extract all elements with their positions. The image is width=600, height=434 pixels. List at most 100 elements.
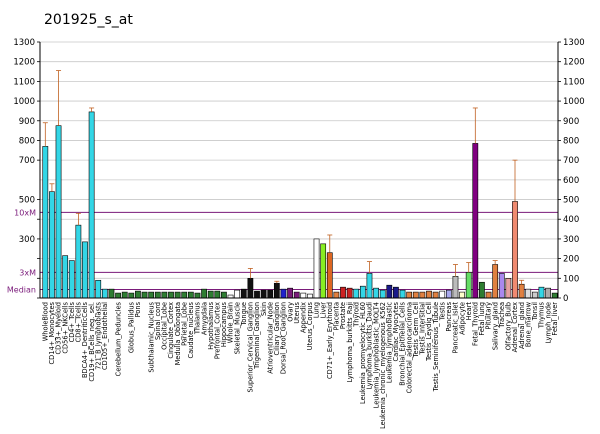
y-tick-label-right: 1200 xyxy=(563,58,585,68)
category-label: Fetal_lung xyxy=(478,302,486,336)
category-label: Salivary_gland xyxy=(491,302,499,350)
bar xyxy=(68,260,75,299)
category-label: Adipocyte xyxy=(458,302,466,335)
bar xyxy=(194,292,201,299)
y-tick-label-right: 1300 xyxy=(563,38,585,48)
y-tick-label-right: 500 xyxy=(563,196,579,206)
category-label: Fetal_liver xyxy=(551,302,559,336)
bar xyxy=(326,252,333,299)
category-label: Uterus_Corpus xyxy=(306,301,314,350)
bar xyxy=(320,243,327,299)
bar xyxy=(399,289,406,299)
category-label: Uterus xyxy=(293,301,301,323)
category-label: Thyroid xyxy=(352,302,360,328)
y-tick-label-right: 1100 xyxy=(563,77,585,87)
bar xyxy=(287,287,293,299)
category-label: Leukemia_chronic_myelogenous_K562 xyxy=(379,302,387,429)
category-label: Lung xyxy=(313,302,321,318)
bar xyxy=(439,290,446,299)
category-label: Thalamus xyxy=(194,301,202,335)
y-tick-label-left: 1100 xyxy=(13,77,35,87)
bar xyxy=(498,273,505,299)
bar xyxy=(505,278,512,299)
y-tick-label-right: 1000 xyxy=(563,97,585,107)
bar xyxy=(492,264,499,299)
bar xyxy=(525,288,532,299)
y-tick-label-right: 200 xyxy=(563,255,579,265)
category-label: Pancreas xyxy=(445,301,453,331)
bar xyxy=(393,286,399,299)
category-label: Lymphoma_burkitts_Daudi xyxy=(366,302,374,390)
bar xyxy=(426,290,432,299)
bar xyxy=(512,201,518,299)
bar xyxy=(432,291,439,299)
category-label: Parietal_Lobe xyxy=(180,302,188,346)
category-label: Cardiac_Myocytes xyxy=(392,301,400,361)
category-label: Heart xyxy=(465,302,473,321)
bar xyxy=(82,241,88,299)
category-label: CD8+_Tcells xyxy=(75,301,83,342)
bar xyxy=(247,278,254,299)
bar xyxy=(379,289,386,299)
bar xyxy=(273,282,280,299)
category-label: Pituitary xyxy=(485,302,493,330)
category-label: Colorectal_adenocarcinoma xyxy=(405,302,413,393)
category-label: Tongue xyxy=(240,302,248,327)
y-tick-label-right: 800 xyxy=(563,136,579,146)
y-tick-label-left: 700 xyxy=(19,156,35,166)
y-tick-label-right: 700 xyxy=(563,156,579,166)
bar xyxy=(221,291,227,299)
bar xyxy=(201,288,207,299)
category-label: WholeBlood xyxy=(42,302,50,341)
bar xyxy=(419,291,426,299)
bar xyxy=(373,287,379,299)
category-label: Olfactory_Bulb xyxy=(505,302,513,350)
chart-title: 201925_s_at xyxy=(44,12,133,28)
category-label: Pancreatic_Islet xyxy=(452,302,460,354)
bar xyxy=(115,292,121,299)
category-label: Pons xyxy=(134,301,142,317)
category-label: CD14+_Monocytes xyxy=(48,301,56,364)
y-tick-label-right: 300 xyxy=(563,235,579,245)
bar xyxy=(168,291,174,299)
bar xyxy=(386,284,393,299)
bar xyxy=(280,288,287,299)
category-label: CD56+_NKCells xyxy=(61,301,69,353)
bar xyxy=(135,290,141,299)
bar xyxy=(42,146,49,299)
bar xyxy=(181,291,188,299)
category-label: Tonsil xyxy=(531,302,539,321)
axes: 300 500 700 800 900 1000 1100 1200 1300 0 100 200 30… xyxy=(13,38,584,304)
category-label: Bone_marrow xyxy=(524,301,532,347)
category-label: Occipital_Lobe xyxy=(161,302,169,350)
category-label: Ovary xyxy=(286,302,294,322)
bar xyxy=(207,290,214,299)
bar xyxy=(187,291,194,299)
category-label: Atrioventricular_Node xyxy=(266,302,274,374)
bar xyxy=(267,289,274,299)
bar xyxy=(445,289,452,299)
category-label: Skeletal_Muscle xyxy=(233,302,241,354)
category-label: CD33+_Myeloid xyxy=(55,302,63,354)
reference-line-label: 10xM xyxy=(14,208,36,217)
y-tick-label-left: 900 xyxy=(19,117,35,127)
category-label: Ciliary_Ganglion xyxy=(273,302,281,355)
category-label: Placenta xyxy=(333,302,341,330)
y-tick-label-right: 900 xyxy=(563,117,579,127)
bar xyxy=(55,125,62,299)
reference-line-label: 3xM xyxy=(19,268,36,277)
y-tick-label-left: 300 xyxy=(19,235,35,245)
bar xyxy=(472,143,479,299)
bar xyxy=(465,272,472,299)
y-tick-label-left: 1300 xyxy=(13,38,35,48)
category-label: Cingulate_Cortex xyxy=(167,302,175,359)
category-label: CD105+_Endothelial xyxy=(101,302,109,370)
category-label: Subthalamic_Nucleus xyxy=(147,301,155,372)
y-tick-label-right: 600 xyxy=(563,176,579,186)
bar xyxy=(479,281,485,299)
bar xyxy=(95,279,102,299)
category-label: Lymphoma_burkitts_Raji xyxy=(346,302,354,382)
category-label: Spinal_cord xyxy=(154,302,162,340)
category-label: Leukemia_lymphoblastic xyxy=(386,302,394,383)
